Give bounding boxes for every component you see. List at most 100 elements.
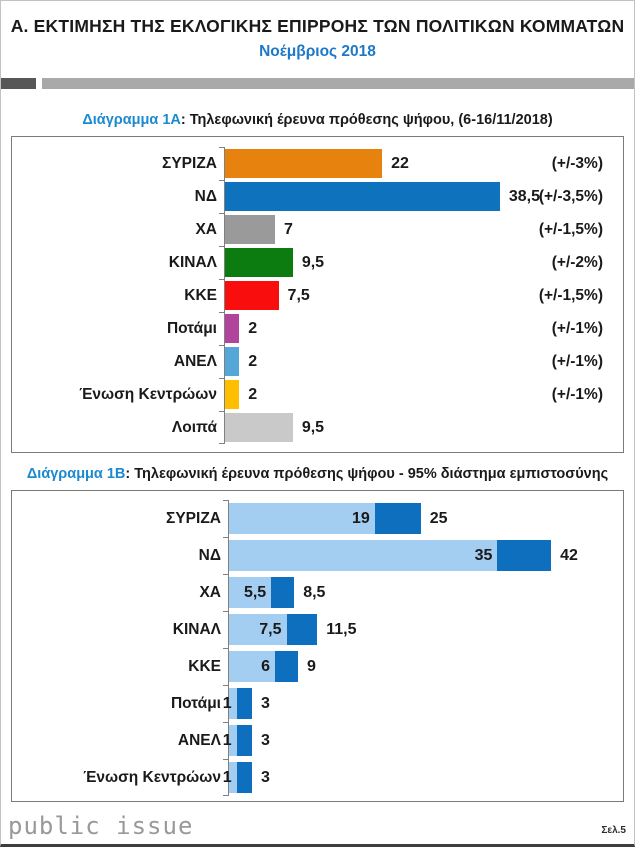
chart-a-bar-zone: 2 [219, 345, 531, 378]
chart-a-bar [225, 215, 275, 244]
chart-a-margin-of-error: (+/-2%) [551, 253, 603, 271]
chart-b-row: ΝΔ 35 42 [12, 537, 623, 574]
chart-a-margin-of-error: (+/-3%) [551, 154, 603, 172]
chart-a-category-label: Λοιπά [171, 418, 217, 436]
chart-b-category-label: ΝΔ [198, 546, 221, 564]
chart-b-title: Διάγραμμα 1Β: Τηλεφωνική έρευνα πρόθεσης… [1, 466, 634, 482]
chart-b-upper-value-label: 42 [560, 547, 578, 564]
header-divider [1, 78, 634, 89]
chart-a-bar-zone: 7,5 [219, 279, 531, 312]
chart-b-row: ΚΙΝΑΛ 7,5 11,5 [12, 611, 623, 648]
chart-a-value-label: 7,5 [287, 287, 310, 304]
chart-b-upper-bar [236, 725, 252, 756]
chart-a-row: ΣΥΡΙΖΑ 22 (+/-3%) [12, 147, 623, 180]
page-number: Σελ.5 [601, 825, 626, 836]
chart-a-title-text: : Τηλεφωνική έρευνα πρόθεσης ψήφου, (6-1… [180, 112, 553, 128]
chart-b-lower-value-label: 1 [222, 695, 232, 712]
chart-a-bar-zone: 2 [219, 378, 531, 411]
chart-a-row: ΚΙΝΑΛ 9,5 (+/-2%) [12, 246, 623, 279]
chart-b-upper-value-label: 8,5 [303, 584, 326, 601]
chart-b-lower-bar [229, 577, 272, 608]
chart-b-lower-bar [229, 540, 498, 571]
chart-a-bar [225, 149, 383, 178]
chart-a-row: ΚΚΕ 7,5 (+/-1,5%) [12, 279, 623, 312]
chart-b-upper-bar [271, 577, 295, 608]
chart-b-category-label: ΧΑ [199, 583, 221, 601]
chart-b-category-label: ΚΙΝΑΛ [172, 620, 221, 638]
chart-b-lower-bar [229, 688, 237, 719]
chart-b-lower-bar [229, 503, 375, 534]
chart-b: ΣΥΡΙΖΑ 19 25 ΝΔ 35 42 ΧΑ 5,5 8,5 ΚΙΝΑΛ 7,5 11,5 ΚΚΕ 6… [11, 490, 624, 802]
chart-b-upper-value-label: 11,5 [326, 621, 357, 638]
chart-a-category-label: Ποτάμι [166, 319, 217, 337]
chart-a-margin-of-error: (+/-1%) [551, 319, 603, 337]
chart-b-upper-value-label: 3 [261, 695, 270, 712]
chart-b-lower-bar [229, 614, 287, 645]
chart-b-lower-value-label: 35 [474, 547, 493, 564]
chart-b-category-label: Ποτάμι [170, 694, 221, 712]
chart-a-row: ΝΔ 38,5 (+/-3,5%) [12, 180, 623, 213]
chart-a-row: Ένωση Κεντρώων 2 (+/-1%) [12, 378, 623, 411]
chart-b-row: Ένωση Κεντρώων 1 3 [12, 759, 623, 796]
page-header: Α. ΕΚΤΙΜΗΣΗ ΤΗΣ ΕΚΛΟΓΙΚΗΣ ΕΠΙΡΡΟΗΣ ΤΩΝ Π… [1, 1, 634, 61]
chart-a-category-label: Ένωση Κεντρώων [79, 385, 217, 403]
chart-a-row: ΑΝΕΛ 2 (+/-1%) [12, 345, 623, 378]
chart-a-value-label: 7 [283, 221, 293, 238]
chart-b-lower-value-label: 1 [222, 769, 232, 786]
chart-a-value-label: 2 [248, 320, 258, 337]
chart-a-margin-of-error: (+/-1%) [551, 385, 603, 403]
chart-b-bar-zone: 19 25 [223, 500, 623, 537]
chart-b-upper-value-label: 9 [307, 658, 316, 675]
chart-b-row: ΚΚΕ 6 9 [12, 648, 623, 685]
chart-a-value-label: 22 [391, 155, 409, 172]
public-issue-logo: public issue [8, 812, 194, 840]
chart-a-bar-zone: 9,5 [219, 411, 531, 444]
chart-a-bar-zone: 2 [219, 312, 531, 345]
chart-b-upper-bar [286, 614, 318, 645]
chart-a-value-label: 38,5 [508, 188, 541, 205]
chart-a-row: ΧΑ 7 (+/-1,5%) [12, 213, 623, 246]
chart-a-category-label: ΚΙΝΑΛ [168, 253, 217, 271]
chart-a-bar [225, 281, 279, 310]
chart-a-category-label: ΧΑ [195, 220, 217, 238]
chart-a-label: Διάγραμμα 1Α [82, 112, 181, 128]
chart-a-bar-zone: 22 [219, 147, 531, 180]
chart-a-value-label: 9,5 [301, 254, 325, 271]
chart-b-label: Διάγραμμα 1Β [26, 466, 126, 482]
chart-a-bar-zone: 38,5 [219, 180, 540, 213]
chart-b-category-label: ΣΥΡΙΖΑ [166, 509, 221, 527]
chart-a-category-label: ΣΥΡΙΖΑ [162, 154, 217, 172]
chart-b-category-label: ΑΝΕΛ [177, 731, 221, 749]
chart-a-bar [225, 248, 293, 277]
chart-b-lower-value-label: 6 [261, 658, 271, 675]
chart-b-lower-value-label: 19 [351, 510, 370, 527]
chart-b-upper-bar [275, 651, 299, 682]
chart-a: ΣΥΡΙΖΑ 22 (+/-3%) ΝΔ 38,5 (+/-3,5%) ΧΑ 7 (+/-1,5… [11, 136, 624, 453]
chart-a-bar [225, 413, 293, 442]
chart-a-value-label: 2 [248, 353, 258, 370]
chart-a-value-label: 9,5 [301, 419, 325, 436]
chart-a-margin-of-error: (+/-1%) [551, 352, 603, 370]
chart-b-lower-value-label: 5,5 [243, 584, 267, 601]
chart-b-row: Ποτάμι 1 3 [12, 685, 623, 722]
chart-a-bar [225, 347, 240, 376]
chart-a-category-label: ΝΔ [194, 187, 217, 205]
chart-b-category-label: ΚΚΕ [188, 657, 221, 675]
chart-a-bar [225, 182, 500, 211]
page-title: Α. ΕΚΤΙΜΗΣΗ ΤΗΣ ΕΚΛΟΓΙΚΗΣ ΕΠΙΡΡΟΗΣ ΤΩΝ Π… [10, 16, 625, 36]
chart-b-upper-bar [374, 503, 421, 534]
chart-b-bar-zone: 7,5 11,5 [223, 611, 623, 648]
chart-b-upper-bar [236, 762, 252, 793]
chart-a-value-label: 2 [248, 386, 258, 403]
chart-b-row: ΑΝΕΛ 1 3 [12, 722, 623, 759]
chart-a-margin-of-error: (+/-3,5%) [538, 187, 603, 205]
chart-b-bar-zone: 5,5 8,5 [223, 574, 623, 611]
chart-a-plot-area: ΣΥΡΙΖΑ 22 (+/-3%) ΝΔ 38,5 (+/-3,5%) ΧΑ 7 (+/-1,5… [12, 147, 623, 444]
chart-a-bar-zone: 7 [219, 213, 531, 246]
chart-b-lower-value-label: 7,5 [259, 621, 282, 638]
